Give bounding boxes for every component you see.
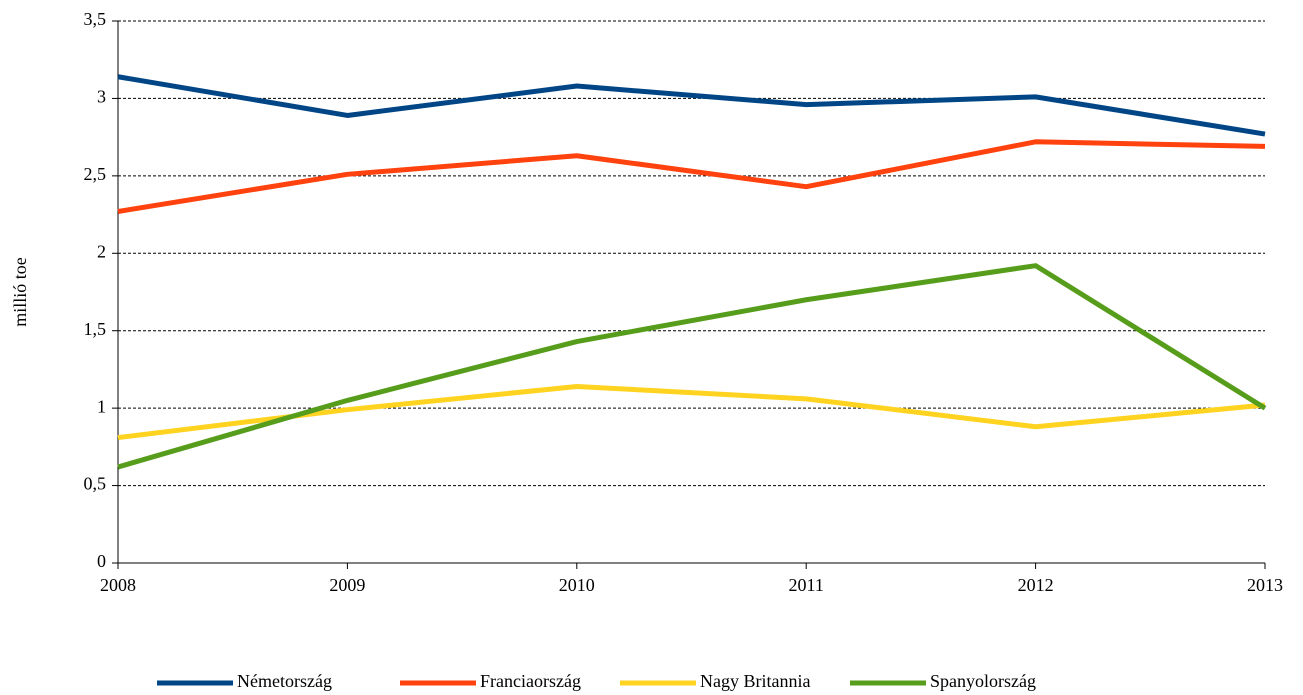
x-tick-label: 2009 — [329, 575, 365, 595]
y-tick-label: 2,5 — [84, 164, 107, 184]
y-tick-label: 0 — [97, 551, 106, 571]
legend-label: Németország — [237, 671, 332, 691]
y-tick-label: 3 — [97, 87, 106, 107]
x-tick-label: 2012 — [1018, 575, 1054, 595]
series-line — [117, 383, 1266, 441]
y-axis-label: millió toe — [10, 257, 30, 327]
x-tick-label: 2011 — [789, 575, 824, 595]
y-tick-label: 3,5 — [84, 9, 107, 29]
x-tick-label: 2010 — [559, 575, 595, 595]
series-line — [117, 263, 1267, 470]
legend-label: Spanyolország — [930, 671, 1036, 691]
y-tick-label: 0,5 — [84, 474, 107, 494]
y-tick-label: 2 — [97, 241, 106, 261]
legend-label: Nagy Britannia — [700, 671, 810, 691]
legend-label: Franciaország — [480, 671, 581, 691]
y-tick-label: 1,5 — [84, 319, 107, 339]
y-tick-label: 1 — [97, 396, 106, 416]
series-line — [117, 74, 1266, 137]
x-tick-label: 2013 — [1247, 575, 1283, 595]
x-tick-label: 2008 — [100, 575, 136, 595]
series-line — [117, 139, 1266, 214]
